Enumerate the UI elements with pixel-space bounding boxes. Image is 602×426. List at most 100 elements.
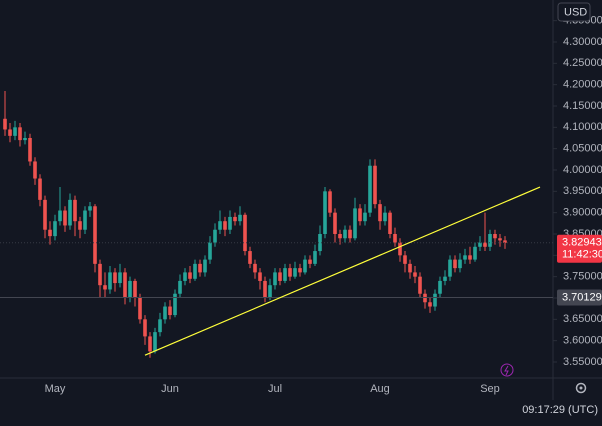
candle-body: [198, 263, 202, 273]
candle-body: [133, 280, 137, 298]
candle-body: [128, 280, 132, 298]
x-tick-label: Jun: [161, 383, 179, 395]
candle-body: [498, 238, 502, 241]
candle-body: [308, 259, 312, 264]
candle-body: [458, 259, 462, 269]
y-tick-label: 4.05000: [563, 143, 602, 155]
candle-body: [3, 118, 7, 130]
y-tick-label: 4.30000: [563, 36, 602, 48]
candle-body: [18, 127, 22, 141]
price-line-label: 3.70129: [562, 291, 602, 303]
candle-body: [153, 332, 157, 352]
candle-body: [453, 259, 457, 269]
candle-body: [233, 216, 237, 222]
y-tick-label: 3.95000: [563, 185, 602, 197]
candle-body: [293, 268, 297, 277]
candle-body: [113, 272, 117, 284]
candle-body: [8, 129, 12, 136]
candle-body: [398, 242, 402, 256]
candle-body: [423, 293, 427, 303]
candle-body: [378, 204, 382, 222]
candle-body: [258, 272, 262, 281]
last-price-label: 3.82943: [562, 237, 602, 249]
candle-body: [238, 214, 242, 222]
candle-body: [443, 276, 447, 281]
candle-body: [223, 221, 227, 230]
candle-body: [338, 233, 342, 239]
candle-body: [358, 208, 362, 222]
candle-body: [58, 210, 62, 222]
y-tick-label: 4.10000: [563, 121, 602, 133]
candle-body: [23, 137, 27, 141]
candle-body: [388, 212, 392, 234]
candle-body: [178, 280, 182, 294]
candle-body: [208, 242, 212, 260]
candle-body: [313, 251, 317, 264]
candle-body: [143, 319, 147, 337]
candle-body: [263, 280, 267, 298]
candle-body: [243, 214, 247, 252]
candle-body: [93, 206, 97, 264]
candle-body: [148, 336, 152, 352]
candle-body: [488, 233, 492, 247]
candle-body: [163, 306, 167, 320]
settings-icon[interactable]: [575, 382, 587, 394]
candle-body: [108, 272, 112, 290]
candle-body: [63, 210, 67, 226]
candle-body: [283, 268, 287, 281]
candle-body: [463, 255, 467, 260]
candle-body: [368, 165, 372, 213]
candle-body: [333, 212, 337, 234]
candle-body: [38, 178, 42, 200]
candle-body: [393, 233, 397, 243]
last-price-label-bg: [557, 234, 602, 263]
candle-body: [503, 240, 507, 243]
candle-body: [78, 221, 82, 230]
currency-button[interactable]: [557, 2, 591, 22]
candle-body: [413, 272, 417, 277]
candle-body: [448, 259, 452, 277]
clock[interactable]: 09:17:29 (UTC): [522, 404, 598, 416]
candle-body: [473, 246, 477, 260]
price-axis: 3.550003.600003.650003.700003.750003.800…: [553, 15, 602, 368]
candle-body: [33, 161, 37, 179]
candle-body: [248, 251, 252, 264]
candle-body: [183, 272, 187, 281]
events-bolt: [504, 365, 509, 376]
candle-body: [403, 255, 407, 264]
candle-body: [103, 285, 107, 290]
candle-body: [218, 221, 222, 230]
candle-body: [343, 229, 347, 239]
currency-label: USD: [564, 6, 587, 18]
candle-body: [118, 272, 122, 284]
y-tick-label: 3.90000: [563, 207, 602, 219]
candle-body: [303, 259, 307, 273]
candle-body: [68, 199, 72, 226]
candle-body: [168, 306, 172, 316]
y-tick-label: 4.20000: [563, 79, 602, 91]
y-tick-label: 3.55000: [563, 356, 602, 368]
candle-body: [253, 263, 257, 273]
candle-body: [438, 280, 442, 294]
candle-body: [158, 319, 162, 333]
y-tick-label: 4.00000: [563, 164, 602, 176]
candle-body: [48, 229, 52, 237]
candle-body: [28, 137, 32, 162]
candle-body: [328, 191, 332, 213]
candle-body: [73, 199, 77, 222]
candle-body: [353, 208, 357, 239]
x-tick-label: May: [45, 383, 66, 395]
candle-body: [83, 210, 87, 230]
candle-body: [203, 259, 207, 273]
candle-body: [433, 293, 437, 307]
candle-body: [363, 212, 367, 222]
x-tick-label: Aug: [370, 383, 390, 395]
candle-body: [483, 242, 487, 247]
candle-body: [13, 127, 17, 136]
settings-icon-center: [579, 386, 583, 390]
candle-body: [188, 272, 192, 279]
events-icon[interactable]: [500, 363, 514, 377]
